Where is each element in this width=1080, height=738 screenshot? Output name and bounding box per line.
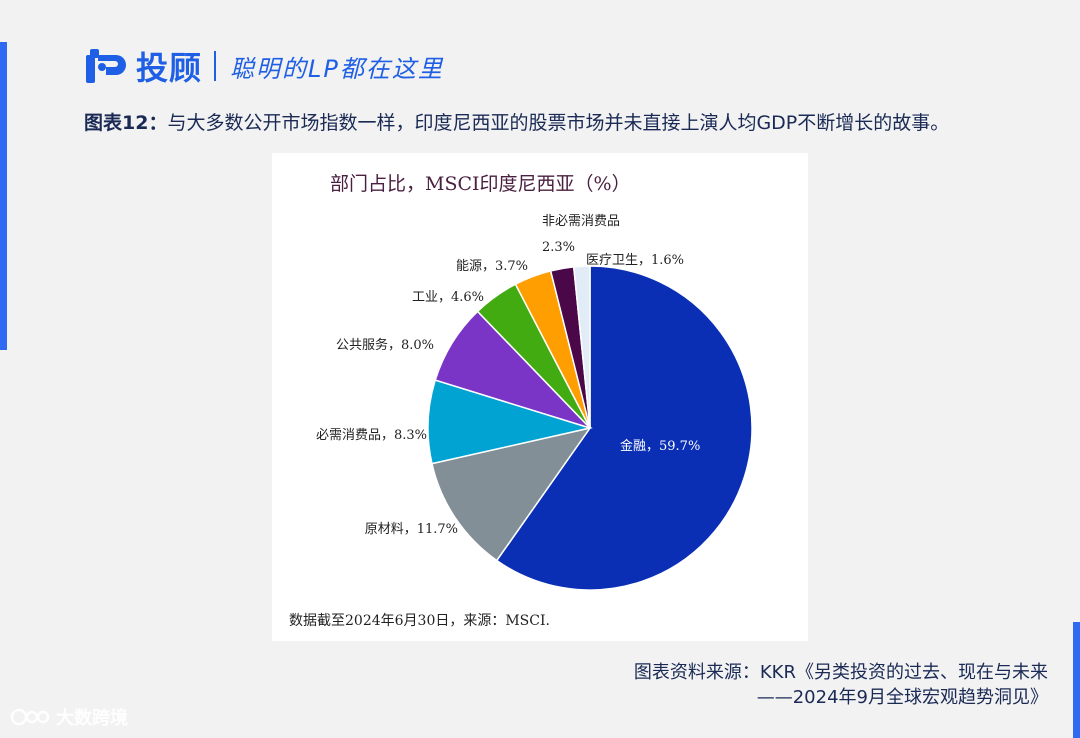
slice-label-1: 金融，59.7% bbox=[620, 438, 700, 454]
slice-label-2: 原材料，11.7% bbox=[365, 522, 458, 537]
slice-label-7: 非必需消费品 2.3% bbox=[542, 214, 620, 255]
figure-title: 图表12：与大多数公开市场指数一样，印度尼西亚的股票市场并未直接上演人均GDP不… bbox=[84, 108, 949, 135]
pie-chart: 金融，59.7% 原材料，11.7% 必需消费品，8.3% 公共服务，8.0% 工业，4… bbox=[316, 214, 753, 591]
watermark-text: 大数跨境 bbox=[56, 708, 128, 729]
pie-slice-2 bbox=[431, 426, 592, 562]
right-accent-bar bbox=[1073, 622, 1080, 738]
watermark: 大数跨境 bbox=[10, 704, 128, 730]
chart-card: 部门占比，MSCI印度尼西亚（%） 金融，59.7% 原材料，11.7% 必需消费品… bbox=[272, 153, 808, 641]
header-divider bbox=[214, 51, 217, 81]
source-line-1: 图表资料来源：KKR《另类投资的过去、现在与未来 bbox=[633, 662, 1048, 683]
slice-label-8: 医疗卫生，1.6% bbox=[586, 253, 684, 268]
chart-title: 部门占比，MSCI印度尼西亚（%） bbox=[330, 173, 631, 195]
figure-number: 图表12： bbox=[84, 112, 168, 134]
brand-name: 投顾 bbox=[136, 49, 203, 87]
figure-caption: 与大多数公开市场指数一样，印度尼西亚的股票市场并未直接上演人均GDP不断增长的故… bbox=[167, 112, 950, 134]
chart-source-note: 数据截至2024年6月30日，来源：MSCI. bbox=[289, 613, 550, 629]
slice-label-5: 工业，4.6% bbox=[412, 290, 484, 305]
slice-label-6: 能源，3.7% bbox=[456, 259, 528, 274]
source-line-2: ——2024年9月全球宏观趋势洞见》 bbox=[756, 687, 1048, 708]
pie-slice-8 bbox=[572, 265, 591, 429]
slogan: 聪明的LP都在这里 bbox=[230, 54, 444, 83]
dashujk-watermark-icon bbox=[10, 708, 50, 726]
source-citation: 图表资料来源：KKR《另类投资的过去、现在与未来 ——2024年9月全球宏观趋势… bbox=[634, 660, 1048, 710]
slice-label-3: 必需消费品，8.3% bbox=[316, 428, 427, 443]
tg-logo-icon bbox=[86, 49, 126, 83]
slice-label-4: 公共服务，8.0% bbox=[336, 337, 434, 353]
pie-slice-1 bbox=[495, 265, 753, 591]
left-accent-bar bbox=[0, 42, 7, 350]
header: 投顾 聪明的LP都在这里 bbox=[84, 38, 444, 94]
